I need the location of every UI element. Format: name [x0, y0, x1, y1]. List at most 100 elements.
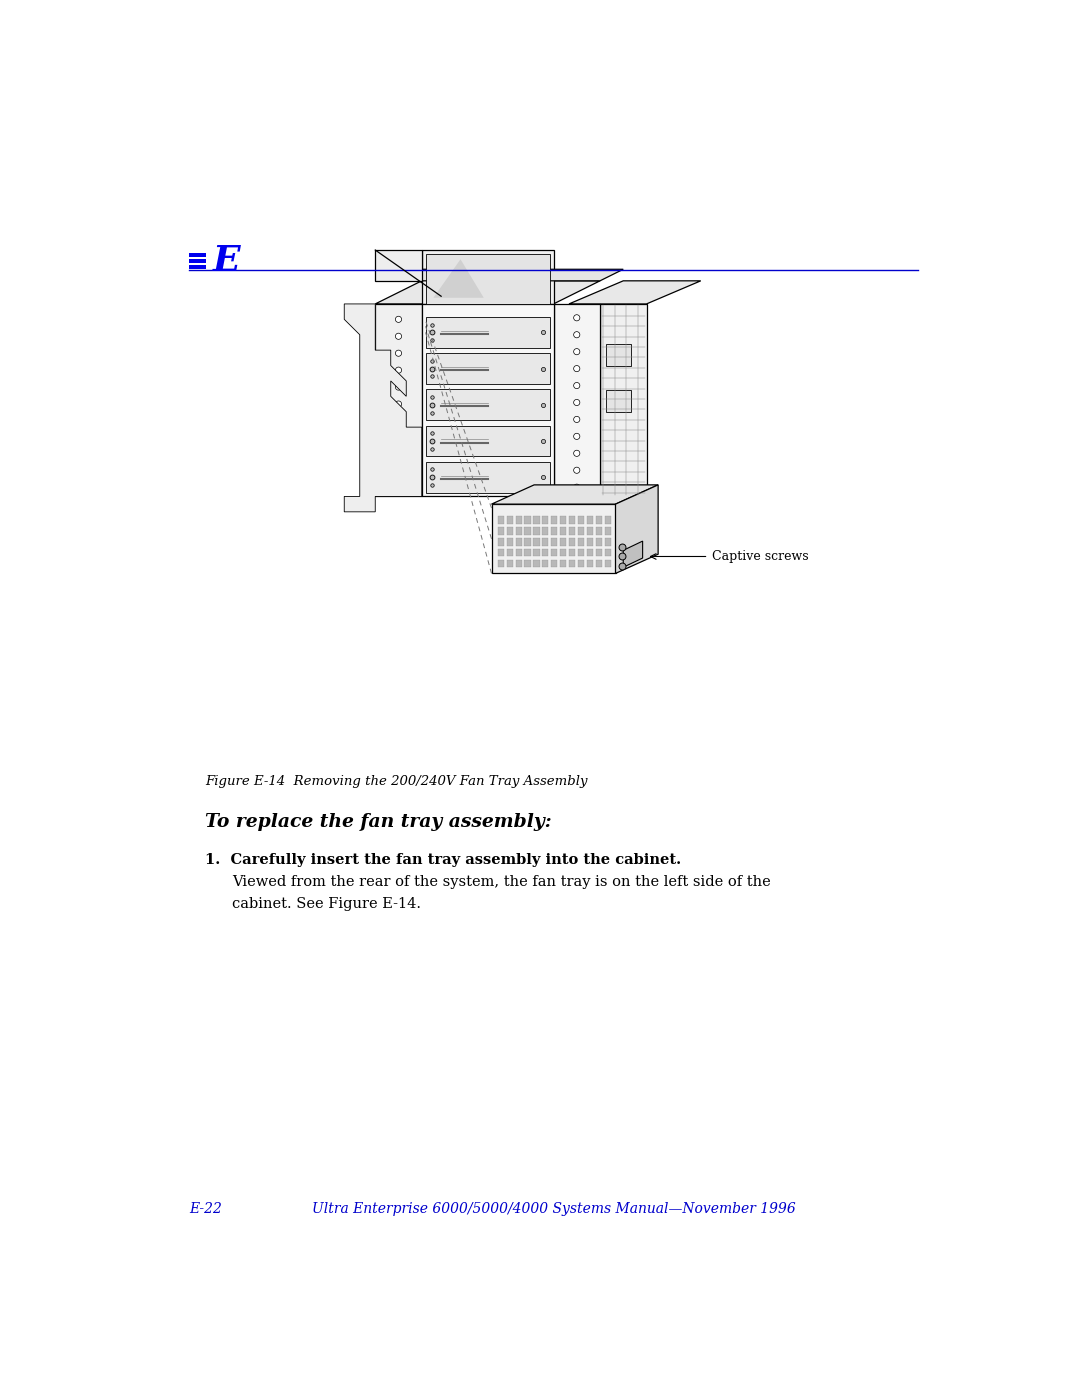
Bar: [507, 549, 513, 556]
Bar: [515, 549, 522, 556]
Polygon shape: [426, 317, 550, 348]
Bar: [542, 560, 549, 567]
Bar: [498, 549, 504, 556]
Polygon shape: [569, 281, 701, 305]
Bar: [578, 517, 584, 524]
Circle shape: [573, 331, 580, 338]
Bar: [498, 527, 504, 535]
Bar: [551, 517, 557, 524]
Bar: [586, 560, 593, 567]
Bar: [551, 527, 557, 535]
Bar: [507, 517, 513, 524]
Text: E: E: [213, 244, 240, 278]
Polygon shape: [554, 305, 600, 511]
Bar: [515, 560, 522, 567]
Bar: [534, 538, 540, 546]
Circle shape: [395, 384, 402, 390]
Polygon shape: [433, 260, 484, 298]
Polygon shape: [426, 426, 550, 457]
Bar: [534, 549, 540, 556]
Polygon shape: [422, 250, 554, 305]
Bar: [189, 265, 206, 270]
Circle shape: [395, 316, 402, 323]
Bar: [551, 538, 557, 546]
Text: 1.  Carefully insert the fan tray assembly into the cabinet.: 1. Carefully insert the fan tray assembl…: [205, 852, 681, 868]
Circle shape: [573, 314, 580, 321]
Bar: [605, 517, 611, 524]
Bar: [189, 253, 206, 257]
Bar: [561, 560, 566, 567]
Bar: [561, 549, 566, 556]
Circle shape: [395, 334, 402, 339]
Bar: [525, 538, 530, 546]
Bar: [515, 517, 522, 524]
Circle shape: [395, 367, 402, 373]
Polygon shape: [623, 541, 643, 567]
Bar: [596, 538, 602, 546]
Circle shape: [573, 433, 580, 440]
Bar: [534, 517, 540, 524]
Bar: [542, 527, 549, 535]
Bar: [586, 527, 593, 535]
Text: Captive screws: Captive screws: [713, 550, 809, 563]
Text: Ultra Enterprise 6000/5000/4000 Systems Manual—November 1996: Ultra Enterprise 6000/5000/4000 Systems …: [312, 1201, 795, 1215]
Bar: [578, 549, 584, 556]
Polygon shape: [426, 254, 550, 305]
Circle shape: [573, 416, 580, 422]
Bar: [586, 538, 593, 546]
Circle shape: [573, 366, 580, 372]
Circle shape: [395, 434, 402, 441]
Bar: [542, 549, 549, 556]
Bar: [498, 517, 504, 524]
Bar: [551, 560, 557, 567]
Circle shape: [573, 450, 580, 457]
Bar: [507, 538, 513, 546]
Bar: [534, 560, 540, 567]
Polygon shape: [375, 270, 623, 281]
Bar: [606, 390, 631, 412]
Text: Viewed from the rear of the system, the fan tray is on the left side of the: Viewed from the rear of the system, the …: [232, 876, 771, 890]
Bar: [507, 560, 513, 567]
Circle shape: [573, 400, 580, 405]
Text: Figure E-14  Removing the 200/240V Fan Tray Assembly: Figure E-14 Removing the 200/240V Fan Tr…: [205, 775, 588, 788]
Bar: [569, 549, 576, 556]
Bar: [189, 260, 206, 263]
Polygon shape: [375, 281, 600, 305]
Bar: [525, 517, 530, 524]
Polygon shape: [491, 504, 616, 573]
Circle shape: [395, 486, 402, 492]
Bar: [606, 344, 631, 366]
Bar: [525, 560, 530, 567]
Polygon shape: [345, 305, 422, 511]
Text: cabinet. See Figure E-14.: cabinet. See Figure E-14.: [232, 897, 421, 911]
Polygon shape: [491, 485, 658, 504]
Bar: [498, 538, 504, 546]
Circle shape: [573, 383, 580, 388]
Bar: [551, 549, 557, 556]
Bar: [596, 527, 602, 535]
Bar: [542, 538, 549, 546]
Text: To replace the fan tray assembly:: To replace the fan tray assembly:: [205, 813, 552, 831]
Circle shape: [573, 502, 580, 507]
Circle shape: [395, 451, 402, 458]
Bar: [596, 560, 602, 567]
Bar: [605, 538, 611, 546]
Bar: [586, 549, 593, 556]
Bar: [507, 527, 513, 535]
Polygon shape: [426, 390, 550, 420]
Polygon shape: [375, 305, 422, 496]
Polygon shape: [426, 462, 550, 493]
Bar: [515, 527, 522, 535]
Bar: [498, 560, 504, 567]
Polygon shape: [375, 250, 422, 281]
Bar: [605, 560, 611, 567]
Bar: [561, 527, 566, 535]
Text: E-22: E-22: [189, 1201, 222, 1215]
Bar: [525, 527, 530, 535]
Bar: [561, 517, 566, 524]
Circle shape: [573, 349, 580, 355]
Polygon shape: [616, 485, 658, 573]
Bar: [542, 517, 549, 524]
Bar: [569, 517, 576, 524]
Polygon shape: [426, 353, 550, 384]
